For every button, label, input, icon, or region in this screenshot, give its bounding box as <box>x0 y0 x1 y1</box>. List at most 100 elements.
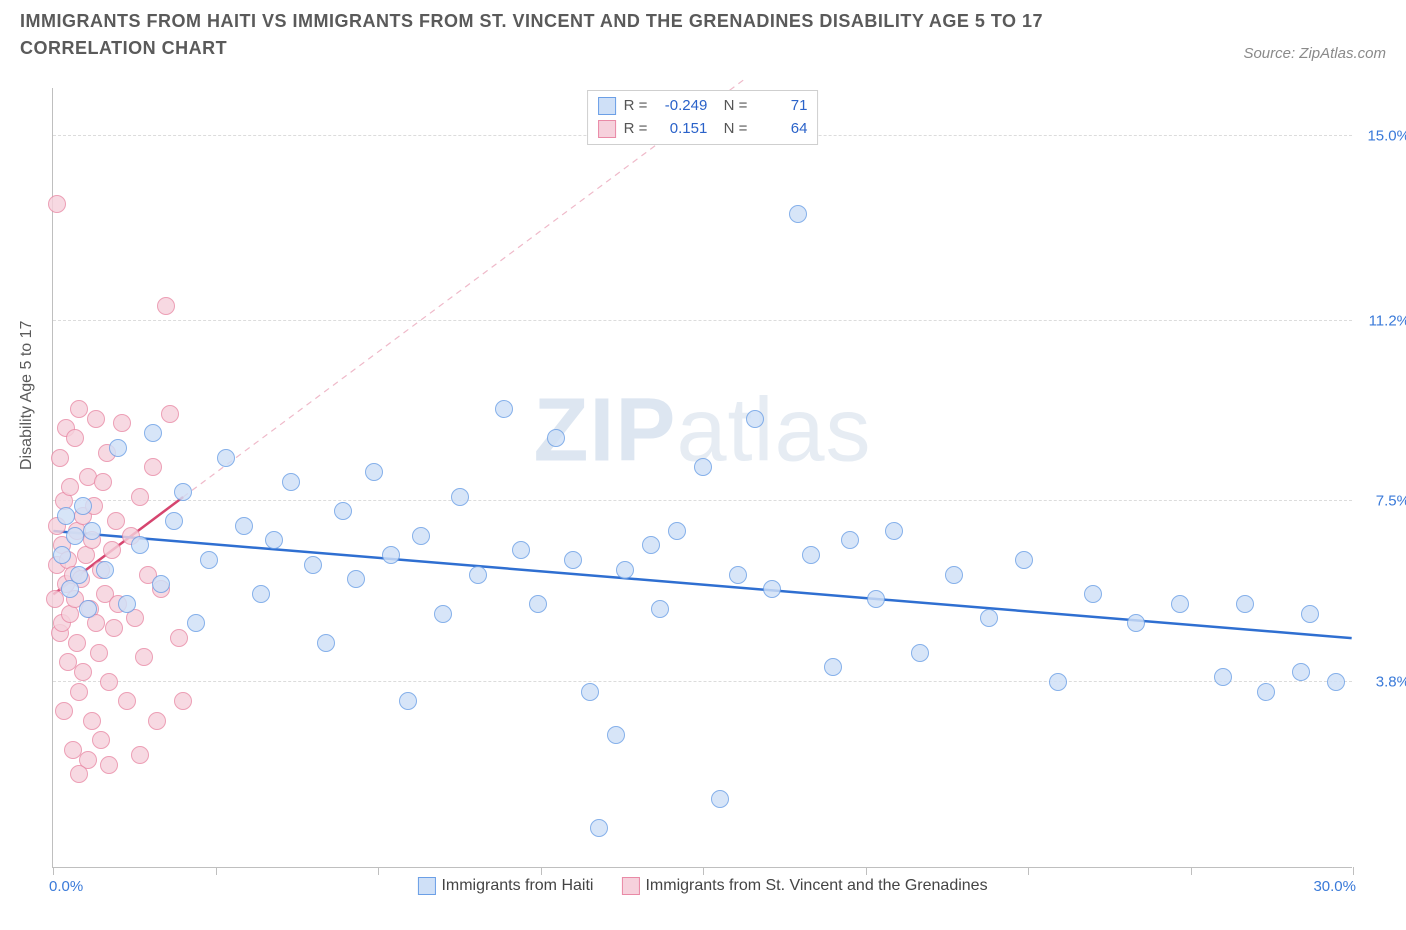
x-tick <box>216 867 217 875</box>
scatter-point <box>824 658 842 676</box>
stats-r-value: -0.249 <box>655 95 707 118</box>
scatter-point <box>70 683 88 701</box>
scatter-point <box>763 580 781 598</box>
x-axis-max-label: 30.0% <box>1313 878 1356 895</box>
x-tick <box>378 867 379 875</box>
legend-swatch <box>417 877 435 895</box>
scatter-point <box>512 541 530 559</box>
scatter-point <box>55 702 73 720</box>
scatter-point <box>434 605 452 623</box>
x-tick <box>866 867 867 875</box>
stats-n-label: N = <box>715 118 747 141</box>
legend-bottom: Immigrants from Haiti Immigrants from St.… <box>417 877 987 895</box>
scatter-point <box>729 566 747 584</box>
scatter-point <box>1292 663 1310 681</box>
stats-n-label: N = <box>715 95 747 118</box>
scatter-point <box>1301 605 1319 623</box>
trend-line <box>53 531 1351 638</box>
scatter-point <box>1127 614 1145 632</box>
scatter-point <box>144 424 162 442</box>
scatter-point <box>70 765 88 783</box>
legend-label: Immigrants from Haiti <box>441 877 593 895</box>
y-axis-title: Disability Age 5 to 17 <box>18 321 36 470</box>
scatter-point <box>131 488 149 506</box>
scatter-point <box>651 600 669 618</box>
scatter-point <box>100 756 118 774</box>
scatter-point <box>495 400 513 418</box>
scatter-point <box>217 449 235 467</box>
scatter-point <box>235 517 253 535</box>
scatter-point <box>200 551 218 569</box>
scatter-point <box>187 614 205 632</box>
y-tick-label: 15.0% <box>1367 127 1406 144</box>
scatter-point <box>109 439 127 457</box>
scatter-point <box>885 522 903 540</box>
stats-r-label: R = <box>624 95 648 118</box>
scatter-point <box>304 556 322 574</box>
scatter-point <box>581 683 599 701</box>
legend-item: Immigrants from St. Vincent and the Gren… <box>621 877 987 895</box>
stats-swatch <box>598 120 616 138</box>
scatter-point <box>94 473 112 491</box>
legend-swatch <box>621 877 639 895</box>
scatter-point <box>399 692 417 710</box>
y-tick-label: 3.8% <box>1376 673 1406 690</box>
stats-n-value: 71 <box>755 95 807 118</box>
scatter-point <box>118 692 136 710</box>
scatter-point <box>170 629 188 647</box>
scatter-point <box>144 458 162 476</box>
title-bar: IMMIGRANTS FROM HAITI VS IMMIGRANTS FROM… <box>0 0 1406 62</box>
scatter-point <box>61 478 79 496</box>
stats-r-label: R = <box>624 118 648 141</box>
y-tick-label: 11.2% <box>1369 313 1406 330</box>
scatter-point <box>74 497 92 515</box>
scatter-point <box>157 297 175 315</box>
scatter-point <box>131 536 149 554</box>
scatter-point <box>945 566 963 584</box>
legend-label: Immigrants from St. Vincent and the Gren… <box>645 877 987 895</box>
scatter-point <box>365 463 383 481</box>
scatter-point <box>412 527 430 545</box>
scatter-point <box>547 429 565 447</box>
scatter-point <box>469 566 487 584</box>
scatter-point <box>1171 595 1189 613</box>
scatter-point <box>642 536 660 554</box>
scatter-point <box>1214 668 1232 686</box>
scatter-point <box>131 746 149 764</box>
scatter-point <box>802 546 820 564</box>
stats-swatch <box>598 97 616 115</box>
scatter-point <box>113 414 131 432</box>
scatter-point <box>96 561 114 579</box>
scatter-point <box>1236 595 1254 613</box>
scatter-point <box>382 546 400 564</box>
scatter-point <box>66 527 84 545</box>
scatter-point <box>83 522 101 540</box>
scatter-point <box>174 483 192 501</box>
x-tick <box>703 867 704 875</box>
scatter-point <box>265 531 283 549</box>
scatter-point <box>317 634 335 652</box>
scatter-point <box>74 663 92 681</box>
scatter-point <box>107 512 125 530</box>
scatter-point <box>174 692 192 710</box>
x-axis-min-label: 0.0% <box>49 878 83 895</box>
scatter-point <box>70 400 88 418</box>
scatter-point <box>48 195 66 213</box>
scatter-point <box>668 522 686 540</box>
scatter-point <box>564 551 582 569</box>
scatter-point <box>616 561 634 579</box>
chart-title: IMMIGRANTS FROM HAITI VS IMMIGRANTS FROM… <box>20 8 1120 62</box>
scatter-point <box>282 473 300 491</box>
x-tick <box>1353 867 1354 875</box>
x-tick <box>1028 867 1029 875</box>
scatter-point <box>1049 673 1067 691</box>
scatter-point <box>152 575 170 593</box>
scatter-point <box>529 595 547 613</box>
y-tick-label: 7.5% <box>1376 493 1406 510</box>
scatter-point <box>746 410 764 428</box>
scatter-point <box>867 590 885 608</box>
scatter-point <box>68 634 86 652</box>
gridline <box>53 681 1352 682</box>
x-tick <box>53 867 54 875</box>
scatter-point <box>92 731 110 749</box>
